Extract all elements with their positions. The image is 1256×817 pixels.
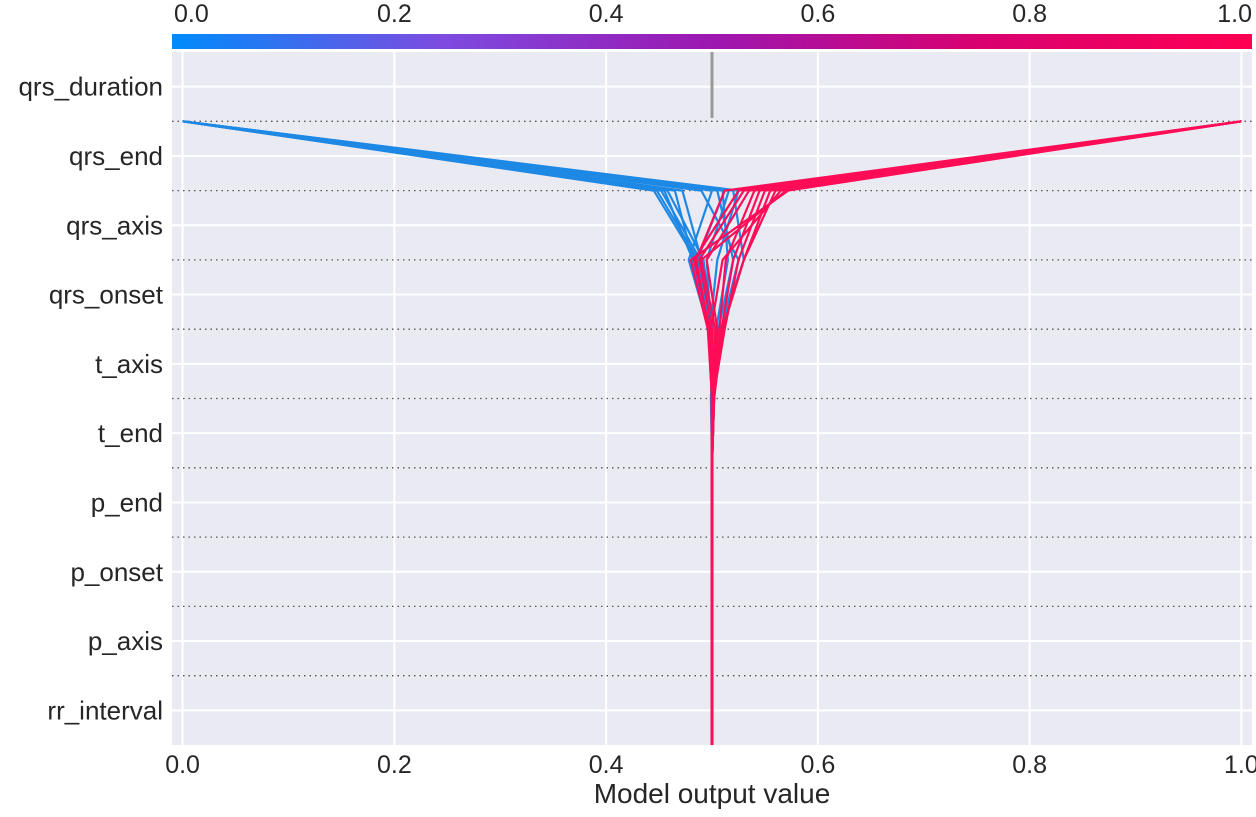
x-tick-label: 0.8 <box>1012 751 1047 779</box>
feature-label: qrs_end <box>69 141 163 171</box>
colorbar-tick-label: 0.4 <box>589 0 624 28</box>
feature-labels: qrs_duration qrs_end qrs_axis qrs_onset t_ax… <box>18 72 163 726</box>
feature-label: p_onset <box>70 557 163 587</box>
decision-line <box>689 120 1242 745</box>
feature-label: qrs_duration <box>18 72 163 102</box>
colorbar-tick-label: 0.6 <box>800 0 835 28</box>
decision-lines <box>182 120 1242 745</box>
x-axis-title: Model output value <box>594 778 831 809</box>
colorbar-tick-label: 0.8 <box>1012 0 1047 28</box>
feature-label: t_end <box>98 418 163 448</box>
x-tick-label: 0.4 <box>589 751 624 779</box>
feature-label: p_axis <box>88 626 163 656</box>
feature-label: p_end <box>91 487 163 517</box>
colorbar-tick-label: 0.0 <box>174 0 209 28</box>
x-tick-labels: 0.0 0.2 0.4 0.6 0.8 1.0 <box>165 751 1256 779</box>
colorbar: 0.0 0.2 0.4 0.6 0.8 1.0 <box>172 0 1252 49</box>
colorbar-tick-label: 0.2 <box>377 0 412 28</box>
feature-label: t_axis <box>95 349 163 379</box>
feature-label: rr_interval <box>47 695 163 725</box>
colorbar-bar <box>172 34 1252 49</box>
x-tick-label: 0.2 <box>377 751 412 779</box>
colorbar-tick-label: 1.0 <box>1217 0 1252 28</box>
x-tick-label: 0.6 <box>800 751 835 779</box>
x-tick-label: 1.0 <box>1224 751 1256 779</box>
x-tick-label: 0.0 <box>165 751 200 779</box>
feature-label: qrs_onset <box>49 280 164 310</box>
feature-label: qrs_axis <box>66 210 163 240</box>
